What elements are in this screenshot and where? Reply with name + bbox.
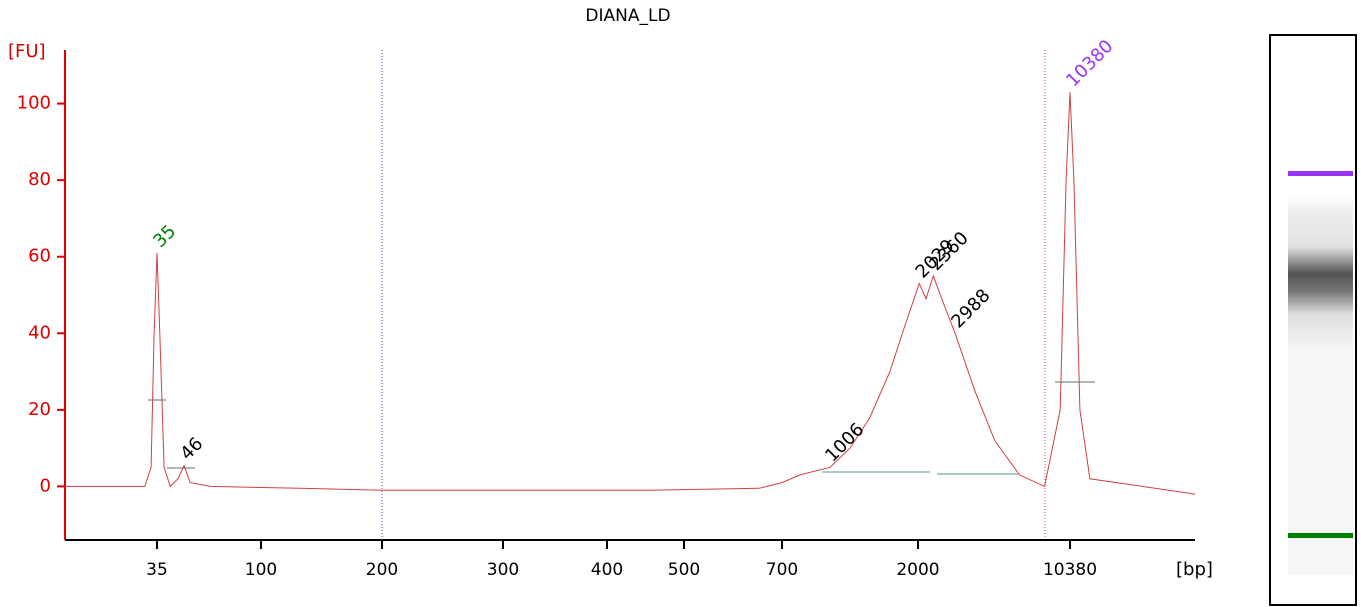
gel-band-lower-marker bbox=[1288, 533, 1353, 538]
y-tick-label: 100 bbox=[17, 93, 51, 114]
x-tick-label: 700 bbox=[766, 560, 798, 580]
peak-label: 2988 bbox=[947, 285, 994, 332]
y-tick-label: 80 bbox=[28, 169, 51, 190]
trace bbox=[65, 92, 1196, 495]
x-tick-label: 400 bbox=[591, 560, 623, 580]
x-axis-label: [bp] bbox=[1176, 559, 1213, 580]
y-axis-label: [FU] bbox=[8, 41, 46, 62]
peak-label: 1006 bbox=[821, 419, 868, 466]
x-tick-label: 2000 bbox=[896, 560, 939, 580]
y-tick-label: 40 bbox=[28, 322, 51, 343]
gel-band-upper-marker bbox=[1288, 171, 1353, 176]
x-tick-label: 300 bbox=[487, 560, 519, 580]
peak-label: 10380 bbox=[1062, 36, 1117, 91]
peak-label: 46 bbox=[176, 433, 207, 464]
x-tick-label: 10380 bbox=[1043, 560, 1097, 580]
x-tick-label: 35 bbox=[146, 560, 168, 580]
gel-lane bbox=[1288, 125, 1353, 575]
chart-title: DIANA_LD bbox=[585, 6, 670, 26]
x-tick-label: 500 bbox=[668, 560, 700, 580]
peak-label: 35 bbox=[149, 221, 180, 252]
y-tick-label: 60 bbox=[28, 246, 51, 267]
x-tick-label: 200 bbox=[366, 560, 398, 580]
x-tick-label: 100 bbox=[245, 560, 277, 580]
y-tick-label: 0 bbox=[40, 475, 51, 496]
y-tick-label: 20 bbox=[28, 399, 51, 420]
